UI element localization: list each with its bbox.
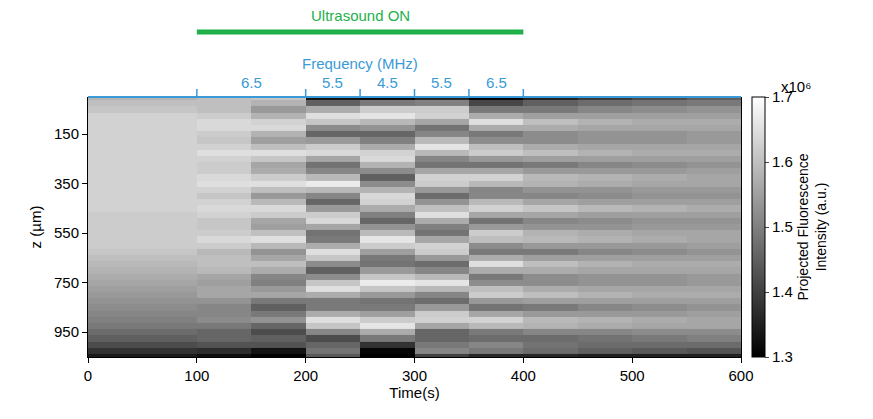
svg-text:350: 350 bbox=[54, 175, 79, 192]
svg-text:1.7: 1.7 bbox=[772, 88, 793, 105]
svg-text:Ultrasound ON: Ultrasound ON bbox=[311, 7, 410, 24]
svg-text:500: 500 bbox=[620, 367, 645, 384]
svg-text:1.4: 1.4 bbox=[772, 283, 793, 300]
svg-text:x10⁶: x10⁶ bbox=[781, 78, 811, 95]
svg-text:150: 150 bbox=[54, 125, 79, 142]
svg-text:6.5: 6.5 bbox=[241, 74, 262, 91]
svg-text:0: 0 bbox=[84, 367, 92, 384]
svg-text:750: 750 bbox=[54, 274, 79, 291]
svg-text:Time(s): Time(s) bbox=[389, 384, 439, 401]
svg-text:600: 600 bbox=[728, 367, 753, 384]
svg-text:5.5: 5.5 bbox=[322, 74, 343, 91]
svg-text:Frequency (MHz): Frequency (MHz) bbox=[302, 55, 418, 72]
svg-text:4.5: 4.5 bbox=[377, 74, 398, 91]
svg-text:1.6: 1.6 bbox=[772, 153, 793, 170]
svg-text:1.3: 1.3 bbox=[772, 348, 793, 365]
svg-text:300: 300 bbox=[402, 367, 427, 384]
svg-text:950: 950 bbox=[54, 323, 79, 340]
svg-text:Projected FluorescenceIntensit: Projected FluorescenceIntensity (a.u.) bbox=[795, 153, 829, 300]
svg-text:6.5: 6.5 bbox=[486, 74, 507, 91]
svg-text:200: 200 bbox=[293, 367, 318, 384]
svg-text:1.5: 1.5 bbox=[772, 218, 793, 235]
svg-text:550: 550 bbox=[54, 224, 79, 241]
svg-text:400: 400 bbox=[511, 367, 536, 384]
svg-text:5.5: 5.5 bbox=[431, 74, 452, 91]
svg-text:z (µm): z (µm) bbox=[27, 206, 44, 249]
svg-text:100: 100 bbox=[184, 367, 209, 384]
